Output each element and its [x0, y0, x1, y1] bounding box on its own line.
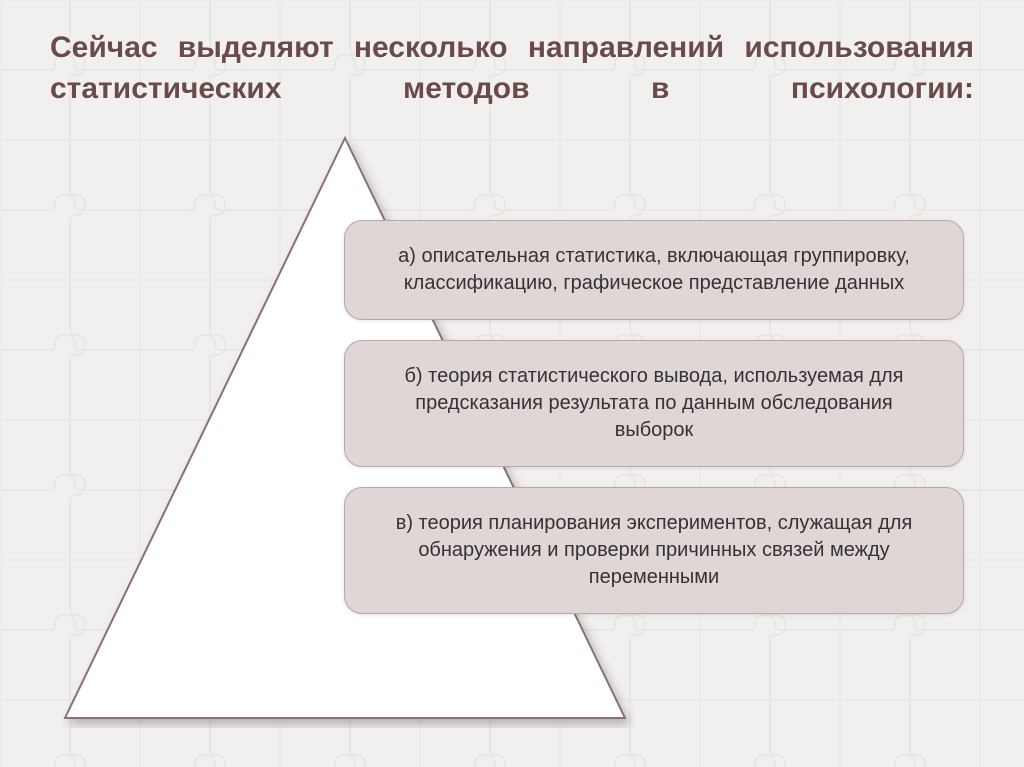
info-box-c: в) теория планирования экспериментов, сл…	[344, 487, 964, 614]
info-box-b: б) теория статистического вывода, исполь…	[344, 340, 964, 467]
slide-title: Сейчас выделяют несколько направлений ис…	[50, 28, 974, 109]
info-box-a: а) описательная статистика, включающая г…	[344, 220, 964, 320]
info-boxes-container: а) описательная статистика, включающая г…	[344, 220, 964, 614]
